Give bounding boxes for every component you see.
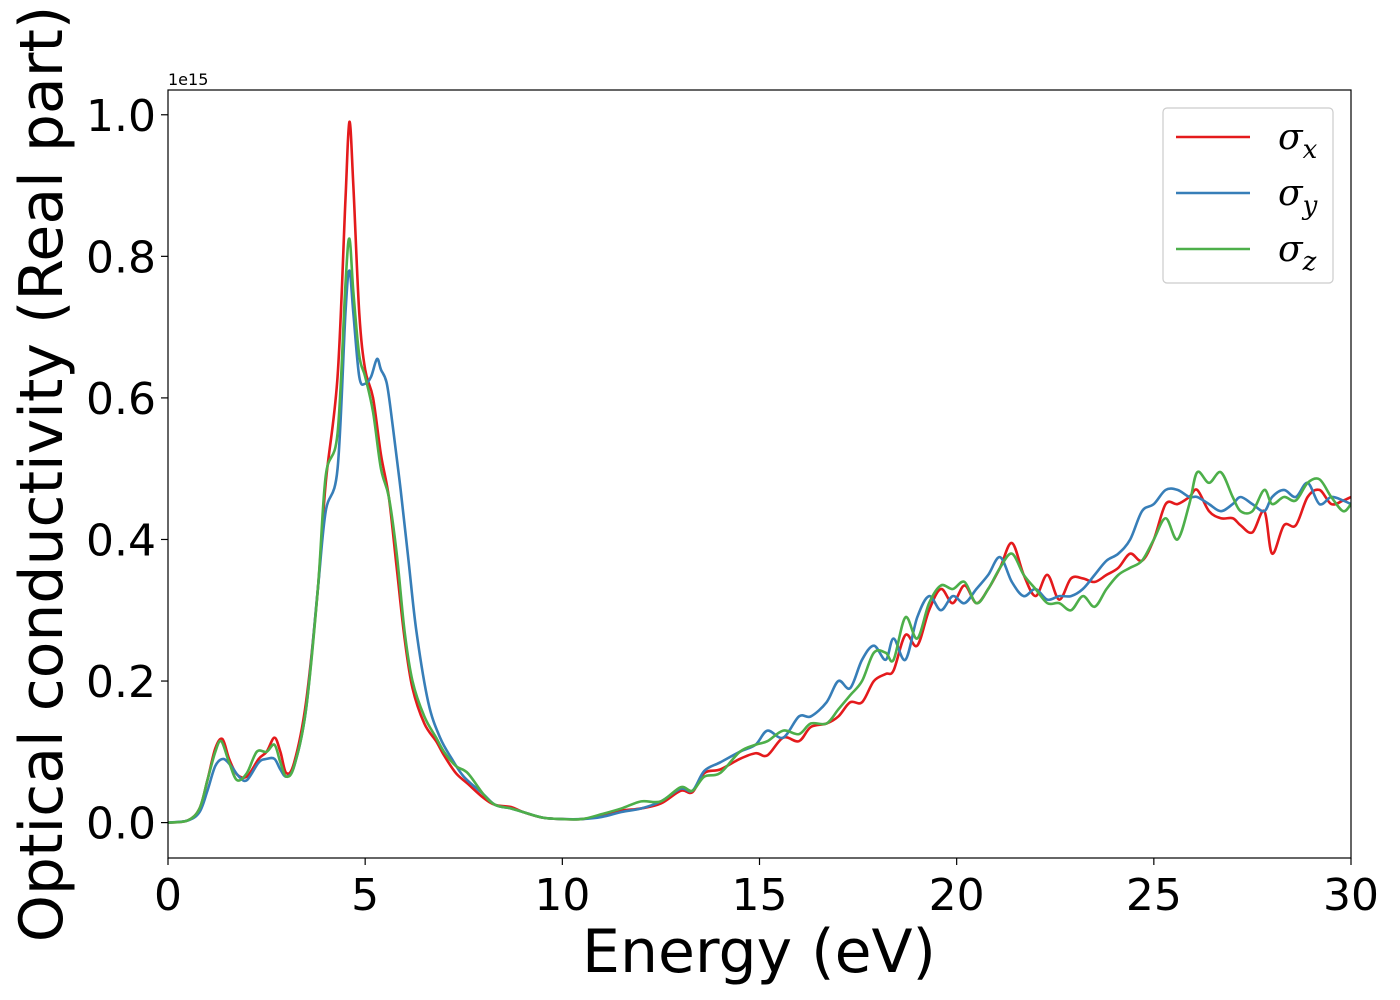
series-lines bbox=[168, 120, 1351, 824]
y-tick-label: 0.4 bbox=[86, 515, 156, 566]
y-tick-label: 0.8 bbox=[86, 232, 156, 283]
legend-label-base: σ bbox=[1278, 117, 1304, 158]
legend-label-subscript: y bbox=[1302, 191, 1318, 221]
legend-label-z: σz bbox=[1278, 229, 1317, 277]
x-tick-label: 15 bbox=[732, 870, 788, 921]
x-tick-label: 5 bbox=[351, 870, 379, 921]
legend-box bbox=[1162, 107, 1334, 284]
plot-area bbox=[167, 89, 1352, 859]
x-tick-label: 30 bbox=[1323, 870, 1379, 921]
series-line-z bbox=[168, 237, 1351, 824]
y-tick-label: 0.6 bbox=[86, 374, 156, 425]
x-tick-label: 25 bbox=[1126, 870, 1182, 921]
legend-label-y: σy bbox=[1278, 173, 1318, 221]
y-tick-label: 0.2 bbox=[86, 657, 156, 708]
y-offset-label: 1e15 bbox=[168, 70, 208, 89]
legend-label-subscript: x bbox=[1303, 135, 1318, 165]
y-axis-ticks: 0.0 0.2 0.4 0.6 0.8 1.0 bbox=[86, 91, 168, 850]
x-axis-title: Energy (eV) bbox=[582, 917, 936, 987]
x-axis-ticks: 0 5 10 15 20 25 30 bbox=[154, 858, 1379, 921]
y-tick-label: 1.0 bbox=[86, 91, 156, 142]
legend-label-subscript: z bbox=[1302, 247, 1317, 277]
axes-background bbox=[168, 90, 1351, 858]
y-tick-label: 0.0 bbox=[86, 799, 156, 850]
y-axis-title: Optical conductivity (Real part) bbox=[7, 6, 77, 943]
legend-label-base: σ bbox=[1278, 173, 1304, 214]
x-tick-label: 20 bbox=[929, 870, 985, 921]
legend-label-base: σ bbox=[1278, 229, 1304, 270]
x-tick-label: 0 bbox=[154, 870, 182, 921]
x-tick-label: 10 bbox=[534, 870, 590, 921]
legend-label-x: σx bbox=[1278, 117, 1318, 165]
